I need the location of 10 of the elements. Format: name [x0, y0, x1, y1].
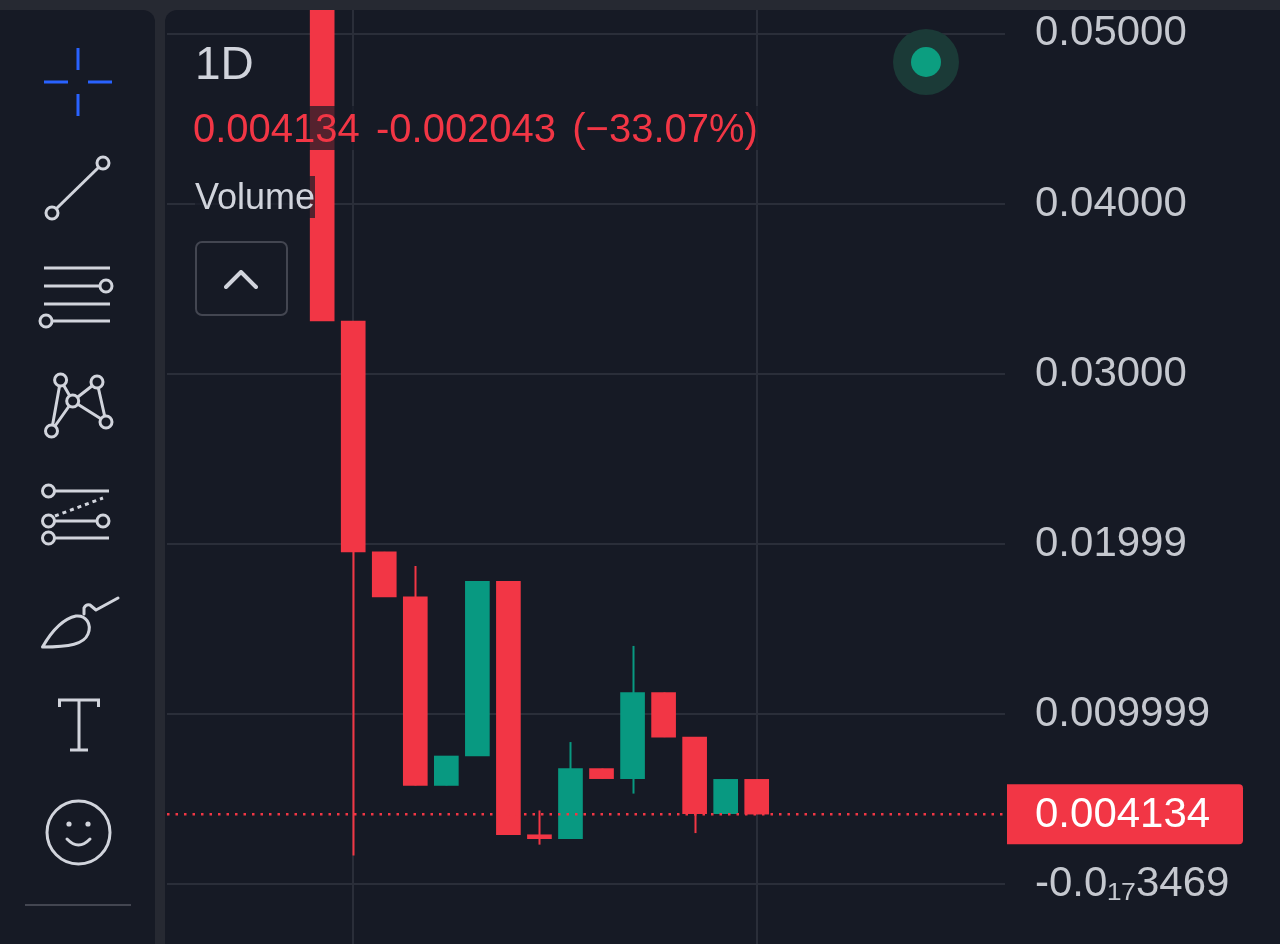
y-tick-label: 0.03000 [1035, 347, 1187, 395]
text: 0.004134 -0.002043 (−33.07%) [193, 106, 758, 150]
ref-line-label: 0.004134 [1035, 788, 1211, 836]
y-tick-label: 0.01999 [1035, 517, 1187, 565]
text: 1D [195, 37, 254, 89]
y-tick-label: 0.009999 [1035, 687, 1211, 735]
y-tick-label: 0.04000 [1035, 177, 1187, 225]
y-tick-label: 0.05000 [1035, 7, 1187, 55]
annotation: Volume [195, 176, 316, 218]
y-tick-label: -0.0₁₇3469 [1035, 858, 1230, 906]
